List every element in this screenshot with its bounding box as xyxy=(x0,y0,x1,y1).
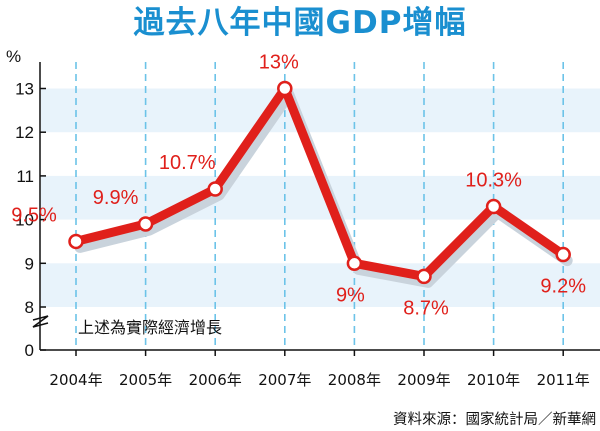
background-band xyxy=(41,263,600,307)
y-ticks: 0 8 9 10 11 12 13 xyxy=(15,80,46,360)
data-label: 9.5% xyxy=(11,204,57,226)
x-tick-label: 2008年 xyxy=(328,371,381,389)
background-bands xyxy=(41,88,600,307)
data-point xyxy=(416,268,432,285)
data-label: 10.7% xyxy=(159,152,216,174)
axes: % xyxy=(6,47,600,351)
y-tick-label: 8 xyxy=(25,298,34,317)
series-line-path xyxy=(71,84,568,281)
background-band xyxy=(41,88,600,133)
data-point xyxy=(137,216,154,232)
x-tick-label: 2004年 xyxy=(49,371,102,389)
y-tick-label: 11 xyxy=(16,167,34,186)
data-point xyxy=(346,255,363,272)
data-label: 10.3% xyxy=(465,169,522,191)
data-point xyxy=(555,246,571,263)
x-tick-label: 2005年 xyxy=(119,371,172,389)
chart-title: 過去八年中國GDP增幅 xyxy=(133,5,467,41)
x-tick-label: 2006年 xyxy=(189,371,242,389)
x-tick-label: 2009年 xyxy=(397,371,450,389)
x-tick-label: 2011年 xyxy=(537,371,590,389)
series-line xyxy=(71,84,573,288)
x-ticks: 2004年 2005年 2006年 2007年 2008年 2009年 2010年 2011年 xyxy=(49,350,590,389)
y-tick-label: 12 xyxy=(15,123,34,142)
data-point xyxy=(277,80,293,97)
data-point xyxy=(485,198,502,215)
data-point xyxy=(68,233,84,250)
y-tick-label: 10 xyxy=(15,211,34,230)
axis-break-icon xyxy=(32,315,49,328)
x-tick-label: 2010年 xyxy=(467,371,520,389)
y-tick-label: 9 xyxy=(25,254,34,273)
data-label: 13% xyxy=(259,52,299,74)
data-point xyxy=(207,181,223,197)
data-label: 9% xyxy=(336,284,365,306)
data-label: 9.2% xyxy=(540,276,586,298)
y-axis-unit: % xyxy=(6,47,21,66)
data-label: 8.7% xyxy=(403,297,449,319)
y-tick-label: 13 xyxy=(15,80,34,99)
vertical-gridlines xyxy=(75,62,565,350)
source-credit: 資料來源：國家統計局／新華網 xyxy=(393,411,596,428)
data-points xyxy=(68,80,571,285)
chart-note: 上述為實際經濟增長 xyxy=(78,318,222,337)
x-tick-label: 2007年 xyxy=(258,371,311,389)
y-tick-label: 0 xyxy=(25,341,34,360)
data-labels: 9.5% 9.9% 10.7% 13% 9% 8.7% 10.3% 9.2% xyxy=(11,52,586,320)
data-label: 9.9% xyxy=(93,187,139,209)
